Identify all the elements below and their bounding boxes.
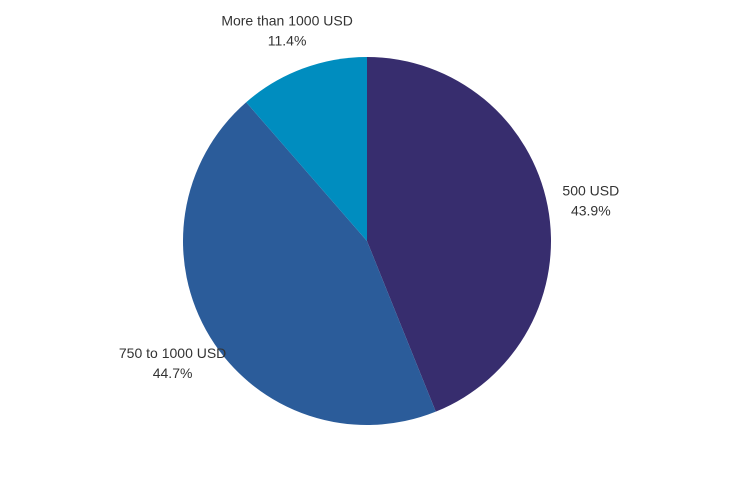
slice-value-500-usd: 43.9% [571, 203, 611, 219]
pie-labels: 500 USD 43.9% 750 to 1000 USD 44.7% More tha… [119, 12, 619, 381]
slice-label-more-than-1000-usd: More than 1000 USD [221, 12, 353, 28]
pie-slice-750-to-1000-usd [182, 102, 436, 425]
slice-value-more-than-1000-usd: 11.4% [268, 32, 307, 48]
pie-slices [182, 57, 551, 425]
slice-value-750-to-1000-usd: 44.7% [153, 365, 193, 381]
pie-slice-more-than-1000-usd [246, 57, 367, 241]
slice-label-500-usd: 500 USD [562, 183, 619, 199]
slice-label-750-to-1000-usd: 750 to 1000 USD [119, 345, 226, 361]
pie-slice-500-usd [367, 57, 551, 412]
